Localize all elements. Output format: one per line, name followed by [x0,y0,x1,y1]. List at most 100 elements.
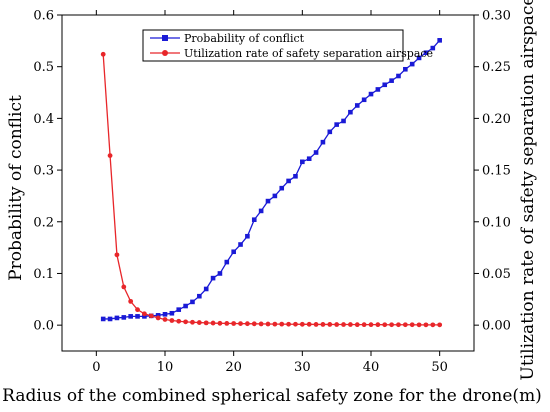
data-point-utilization [409,322,415,328]
data-point-probability [409,61,415,67]
data-point-probability [251,217,257,223]
data-point-utilization [128,298,134,304]
data-point-utilization [299,321,305,327]
data-point-probability [348,109,353,115]
legend-marker-utilization [162,50,168,56]
data-point-probability [183,303,188,309]
data-point-utilization [121,284,127,290]
data-point-probability [210,275,216,281]
data-point-utilization [389,322,394,328]
data-point-utilization [416,322,422,328]
data-point-utilization [245,321,250,327]
data-point-utilization [430,322,436,328]
left-y-axis-title: Probability of conflict [6,95,26,281]
data-point-utilization [368,322,374,328]
data-point-utilization [327,322,333,327]
data-point-probability [279,185,285,191]
right-y-tick-label: 0.25 [482,60,511,75]
data-point-probability [197,293,202,299]
data-point-utilization [423,322,429,328]
legend-marker-probability [162,35,168,41]
right-y-tick-label: 0.15 [482,164,511,179]
data-point-utilization [341,322,346,327]
data-point-utilization [293,321,298,327]
data-point-utilization [279,321,285,327]
data-point-probability [300,159,305,165]
left-y-tick-label: 0.6 [33,9,54,24]
data-point-probability [258,208,264,214]
data-point-probability [389,78,394,83]
data-point-utilization [375,322,381,328]
data-point-utilization [396,322,401,328]
data-point-probability [313,150,319,155]
data-point-probability [327,129,333,135]
data-point-probability [203,286,209,292]
data-point-utilization [306,321,312,327]
data-point-probability [334,122,339,127]
data-point-utilization [437,322,443,328]
data-point-utilization [169,318,175,323]
data-point-utilization [361,322,367,328]
data-point-probability [231,249,236,255]
data-point-probability [169,310,175,316]
data-point-utilization [382,322,388,328]
data-point-probability [403,66,408,72]
left-y-tick-label: 0.5 [33,60,54,75]
data-point-utilization [155,315,161,321]
data-point-utilization [176,318,182,324]
data-point-probability [396,73,401,79]
data-point-utilization [203,320,209,326]
data-point-utilization [100,51,106,57]
data-point-probability [217,271,223,276]
data-point-probability [155,313,161,318]
x-tick-label: 10 [157,360,174,375]
data-point-utilization [107,153,113,159]
legend: Probability of conflict Utilization rate… [142,29,433,62]
data-point-probability [142,314,147,319]
data-point-probability [361,97,367,103]
series-line-utilization [102,54,440,326]
data-point-probability [224,259,230,265]
data-point-utilization [251,321,257,327]
x-tick-label: 20 [225,360,242,375]
data-point-utilization [334,322,340,327]
data-point-utilization [258,321,264,327]
x-tick-label: 0 [92,360,100,375]
data-point-probability [107,316,113,322]
data-point-probability [341,118,346,124]
data-point-probability [286,178,291,184]
right-y-tick-label: 0.20 [482,112,511,127]
data-point-probability [121,315,127,320]
data-point-utilization [224,320,230,326]
data-point-utilization [142,311,147,317]
x-axis-title: Radius of the combined spherical safety … [2,386,542,406]
legend-label-probability: Probability of conflict [184,32,305,45]
left-y-tick-label: 0.3 [33,164,54,179]
data-point-probability [100,316,106,322]
x-tick-label: 30 [294,360,311,375]
plot-frame [61,14,475,352]
data-point-utilization [265,321,271,327]
data-point-utilization [148,313,154,319]
data-point-utilization [183,319,189,325]
data-point-probability [416,55,422,61]
series-line-probability [103,39,441,320]
data-point-utilization [135,307,140,313]
data-point-probability [430,45,436,51]
right-y-tick-label: 0.30 [482,9,511,24]
data-point-utilization [313,322,319,327]
data-point-probability [128,314,133,319]
data-point-utilization [286,321,291,327]
data-point-utilization [272,321,278,327]
legend-label-utilization: Utilization rate of safety separation ai… [184,47,433,60]
data-point-probability [320,139,326,145]
data-point-probability [162,311,168,317]
legend-box [142,29,404,62]
data-point-probability [135,314,140,319]
data-point-probability [114,315,120,321]
data-point-probability [375,87,381,92]
data-point-probability [293,173,298,179]
data-point-utilization [348,322,353,327]
data-point-probability [265,198,271,204]
